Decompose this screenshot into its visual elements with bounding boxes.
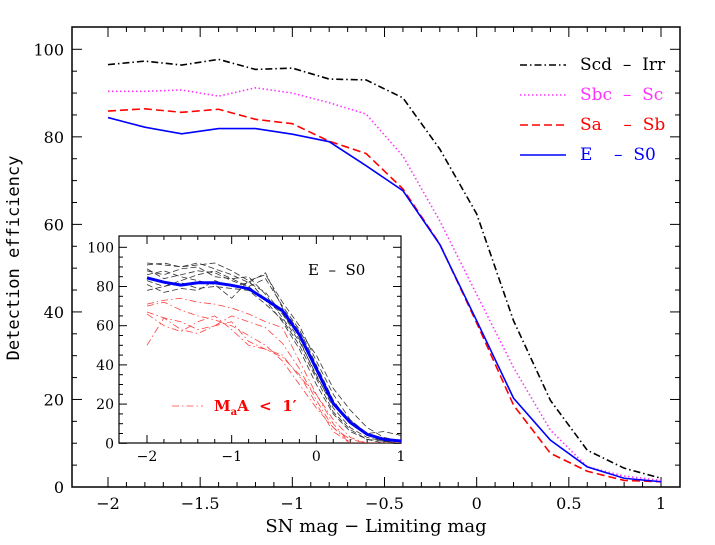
- y-tick-label: 0: [54, 478, 64, 497]
- x-tick-label: 0: [472, 494, 482, 513]
- inset-x-tick-label: 0: [312, 449, 321, 465]
- legend: Scd – Irr Sbc – Sc Sa – Sb E – S0: [520, 55, 666, 165]
- inset-y-tick-label: 60: [96, 319, 114, 335]
- y-tick-label: 60: [44, 215, 64, 234]
- inset-y-tick-label: 80: [96, 280, 114, 296]
- inset-label: E – S0: [308, 261, 365, 279]
- inset-x-tick-label: −2: [137, 449, 158, 465]
- x-tick-label: −2: [96, 494, 120, 513]
- inset-y-tick-label: 20: [96, 397, 114, 413]
- x-tick-label: −1.5: [181, 494, 220, 513]
- inset-y-tick-label: 100: [87, 240, 114, 256]
- inset-legend-label-rest: A < 1′: [236, 397, 297, 415]
- x-tick-label: −0.5: [365, 494, 404, 513]
- inset-y-tick-label: 0: [105, 436, 114, 452]
- inset-x-tick-label: 1: [397, 449, 406, 465]
- y-tick-label: 80: [44, 128, 64, 147]
- x-tick-label: 1: [656, 494, 666, 513]
- inset-legend-label: MaA < 1′: [214, 397, 297, 418]
- legend-label: E – S0: [580, 145, 656, 165]
- y-tick-label: 20: [44, 390, 64, 409]
- x-axis-label: SN mag − Limiting mag: [265, 516, 486, 537]
- y-tick-label: 40: [44, 303, 64, 322]
- legend-label: Sbc – Sc: [580, 85, 663, 105]
- x-tick-label: 0.5: [556, 494, 581, 513]
- y-axis-label: Detection efficiency: [4, 156, 24, 361]
- x-tick-label: −1: [281, 494, 305, 513]
- inset-x-tick-label: −1: [221, 449, 242, 465]
- y-tick-label: 100: [33, 40, 64, 59]
- legend-label: Sa – Sb: [580, 115, 665, 135]
- inset-y-tick-label: 40: [96, 358, 114, 374]
- inset-legend-label-m: M: [214, 397, 231, 415]
- legend-label: Scd – Irr: [580, 55, 666, 75]
